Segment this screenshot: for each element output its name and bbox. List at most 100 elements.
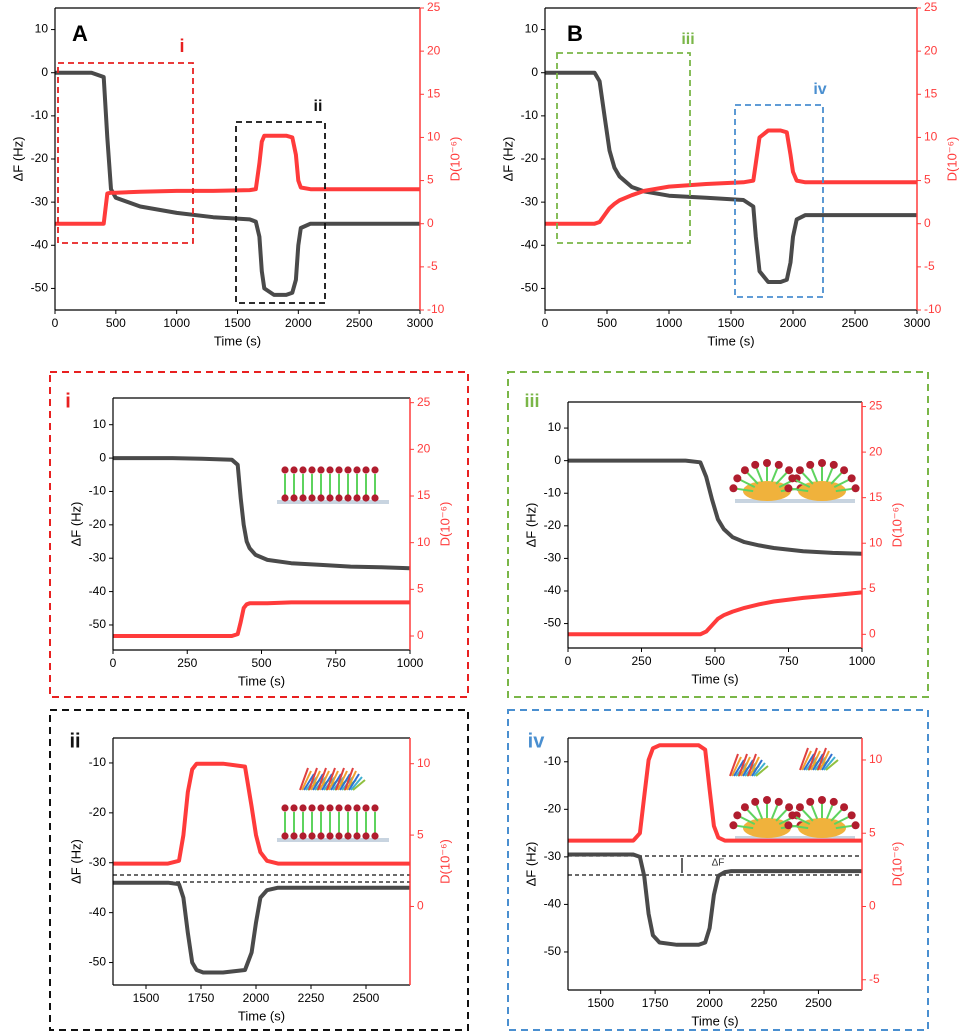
y-tick-label: -10 (89, 755, 107, 769)
x-tick-label: 1000 (849, 654, 876, 668)
lipid-head (371, 832, 379, 840)
protein (312, 773, 324, 791)
substrate (277, 500, 389, 504)
lipid-head (751, 797, 760, 806)
y2-tick-label: 10 (417, 535, 431, 549)
lipid-head (795, 466, 804, 475)
protein (749, 756, 760, 777)
protein (812, 753, 824, 771)
protein (747, 753, 757, 777)
y2-tick-label: 0 (869, 899, 876, 913)
data-line (568, 852, 862, 947)
lipid-head (795, 803, 804, 812)
y-tick-label: -50 (544, 616, 562, 630)
protein (742, 759, 754, 777)
data-line (55, 133, 420, 226)
protein (337, 770, 348, 791)
x-tick-label: 750 (778, 654, 798, 668)
lipid-head (774, 797, 783, 806)
annotation: ii (314, 98, 323, 115)
lipid-head (326, 804, 334, 812)
y2-tick-label: 5 (869, 581, 876, 595)
y-tick-label: 0 (41, 65, 48, 79)
protein (825, 759, 839, 771)
x-tick-label: 1500 (587, 996, 614, 1010)
lipid-head (299, 466, 307, 474)
lipid-head (829, 797, 838, 806)
y-tick-label: -10 (89, 484, 107, 498)
y-tick-label: -40 (89, 905, 107, 919)
substrate (735, 499, 855, 503)
y-tick-label: -10 (521, 108, 539, 122)
y2-axis-label: D(10⁻⁶) (447, 137, 462, 182)
x-tick-label: 1000 (163, 316, 190, 330)
y-tick-label: -50 (31, 281, 49, 295)
y-tick-label: 10 (35, 22, 49, 36)
data-line (113, 880, 410, 975)
y2-tick-label: 20 (924, 43, 938, 57)
substrate (277, 838, 389, 842)
y2-tick-label: 25 (417, 395, 431, 409)
lipid-head (785, 466, 794, 475)
lipid-head (290, 494, 298, 502)
protein (301, 770, 312, 791)
y-tick-label: -40 (544, 897, 562, 911)
x-tick-label: 0 (565, 654, 572, 668)
x-tick-label: 1750 (188, 991, 215, 1005)
annotation: B (567, 21, 583, 46)
protein (330, 773, 342, 791)
y-tick-label: -10 (31, 108, 49, 122)
lipid-head (362, 466, 370, 474)
x-tick-label: 0 (110, 656, 117, 670)
lipid-head (733, 474, 742, 483)
annotation: ii (69, 730, 80, 752)
lipid-head (818, 796, 826, 804)
y-tick-label: -30 (89, 855, 107, 869)
annotation: ΔF (712, 858, 725, 869)
protein (319, 770, 330, 791)
lipid-head (774, 460, 783, 469)
y-tick-label: -20 (31, 151, 49, 165)
y2-axis-label: D(10⁻⁶) (889, 842, 904, 887)
lipid-head (344, 804, 352, 812)
y2-tick-label: -5 (427, 259, 438, 273)
x-tick-label: 1500 (224, 316, 251, 330)
highlight-box (556, 52, 691, 244)
protein (733, 759, 745, 777)
y-tick-label: -40 (521, 237, 539, 251)
lipid-head (785, 803, 794, 812)
y-tick-label: -50 (521, 281, 539, 295)
annotation: iv (528, 730, 546, 752)
particle (798, 818, 846, 838)
data-line (568, 743, 862, 843)
protein (808, 747, 818, 771)
lipid-head (362, 494, 370, 502)
y2-tick-label: 0 (417, 899, 424, 913)
protein (729, 753, 739, 777)
protein (799, 747, 809, 771)
lipid-head (326, 494, 334, 502)
y-tick-label: -50 (89, 955, 107, 969)
lipid-head (371, 804, 379, 812)
y2-tick-label: 20 (427, 43, 441, 57)
y2-tick-label: 10 (869, 535, 883, 549)
y2-axis-label: D(10⁻⁶) (437, 839, 452, 884)
lipid-head (344, 494, 352, 502)
x-tick-label: 1000 (656, 316, 683, 330)
y2-tick-label: 25 (924, 0, 938, 14)
lipid-head (362, 832, 370, 840)
lipid-head (308, 832, 316, 840)
y2-tick-label: 15 (427, 86, 441, 100)
x-tick-label: 2000 (696, 996, 723, 1010)
particle (743, 481, 791, 501)
data-line (545, 128, 917, 226)
lipid-head (829, 460, 838, 469)
lipid-head (317, 804, 325, 812)
panel-frames (49, 371, 929, 1031)
lipid-head (353, 804, 361, 812)
x-tick-label: 250 (631, 654, 651, 668)
x-axis-label: Time (s) (691, 671, 738, 686)
lipid-head (281, 832, 289, 840)
y-tick-label: 10 (525, 22, 539, 36)
y-tick-label: -10 (544, 485, 562, 499)
